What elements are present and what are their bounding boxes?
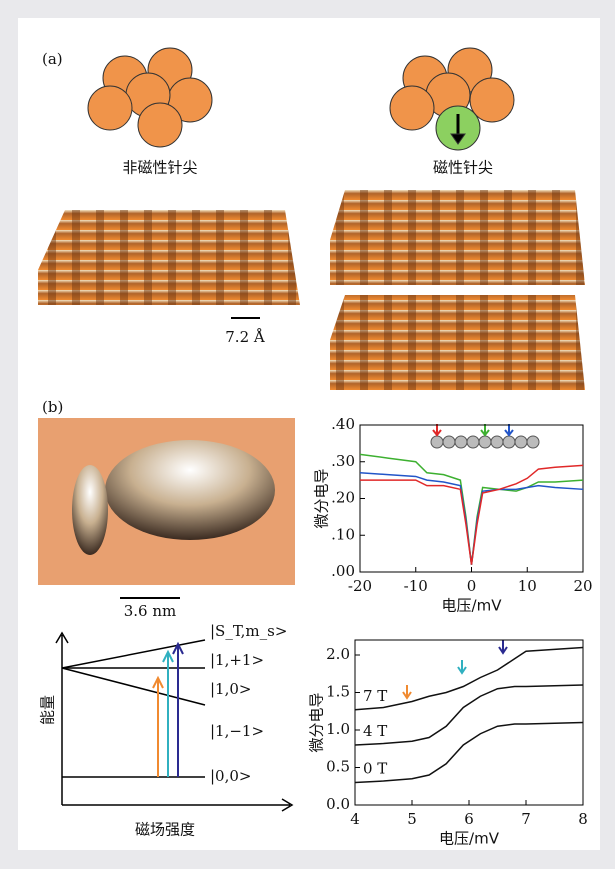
stm-image: [330, 190, 585, 285]
y-tick-label: .10: [331, 525, 355, 543]
x-axis-label: 电压/mV: [439, 830, 500, 848]
state-header: |S_T,m_s>: [210, 622, 287, 640]
y-tick-label: 0.0: [326, 795, 350, 813]
y-tick-label: 0.5: [326, 758, 350, 776]
x-tick-label: 7: [521, 810, 531, 828]
state-label: |1,+1>: [210, 651, 264, 669]
series-label: 0 T: [363, 760, 387, 778]
state-label: |1,−1>: [210, 722, 264, 740]
x-tick-label: 6: [464, 810, 474, 828]
x-axis-label: 电压/mV: [442, 597, 503, 615]
topography-feature: [105, 440, 275, 540]
x-tick-label: 4: [350, 810, 360, 828]
series-label: 7 T: [363, 687, 387, 705]
tip-label: 非磁性针尖: [122, 159, 197, 177]
y-tick-label: 2.0: [326, 645, 350, 663]
panel-label: (a): [42, 50, 63, 68]
x-tick-label: -20: [348, 577, 372, 595]
series-label: 4 T: [363, 722, 387, 740]
state-label: |0,0>: [210, 767, 251, 785]
scale-label: 3.6 nm: [124, 602, 177, 620]
stm-image: [330, 295, 585, 390]
x-tick-label: 10: [518, 577, 537, 595]
topography-feature: [72, 465, 108, 555]
y-tick-label: .20: [331, 489, 355, 507]
y-tick-label: 1.0: [326, 720, 350, 738]
y-axis-label: 微分电导: [313, 468, 331, 528]
panel-label: (b): [42, 398, 63, 416]
state-label: |1,0>: [210, 680, 251, 698]
x-tick-label: 5: [407, 810, 417, 828]
scale-label: 7.2 Å: [225, 328, 265, 346]
x-tick-label: 20: [573, 577, 592, 595]
axis-label: 能量: [39, 695, 57, 725]
page: {"labels": {"panel_a": "(a)", "nonmagnet…: [0, 0, 615, 869]
x-tick-label: 8: [578, 810, 588, 828]
figure: (a) 非磁性针尖 磁性针尖 7.2 Å (b) 3.6 nm |S_T,m_s…: [0, 0, 615, 869]
y-axis-label: 微分电导: [308, 692, 326, 752]
y-tick-label: 1.5: [326, 683, 350, 701]
axis-label: 磁场强度: [135, 821, 195, 839]
y-tick-label: .40: [331, 415, 355, 433]
y-tick-label: .30: [331, 452, 355, 470]
x-tick-label: 0: [467, 577, 477, 595]
tip-label: 磁性针尖: [433, 159, 493, 177]
stm-image: [38, 210, 300, 305]
x-tick-label: -10: [404, 577, 428, 595]
